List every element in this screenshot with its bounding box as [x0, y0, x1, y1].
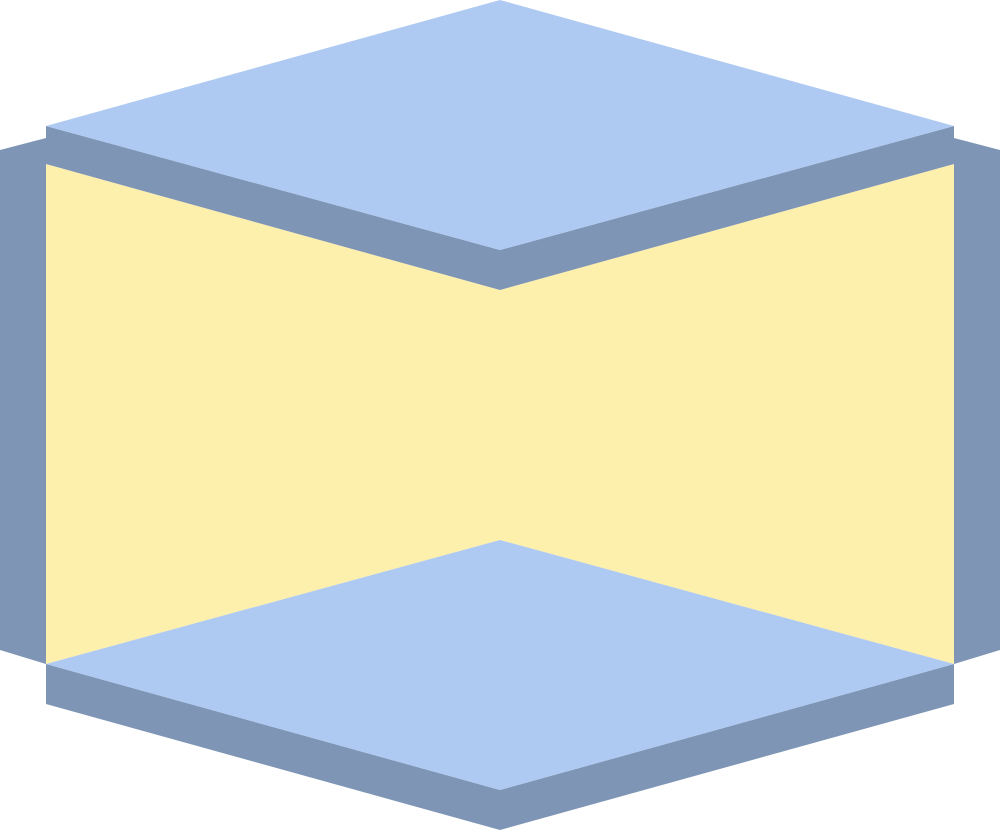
top-plate-edge [46, 126, 954, 290]
bottom-plate [46, 540, 954, 790]
inner-panel [46, 164, 954, 664]
right-side-edge [954, 138, 1000, 664]
bottom-plate-edge [46, 664, 954, 830]
top-plate [46, 0, 954, 250]
left-side-edge [0, 138, 46, 664]
